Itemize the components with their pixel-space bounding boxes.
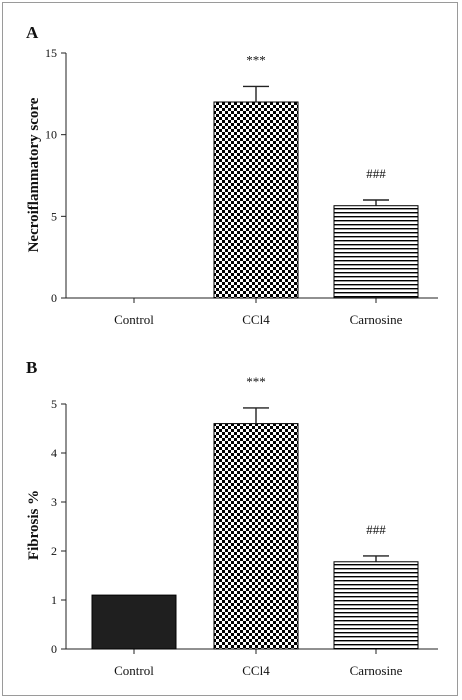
panel-b-bar-carnosine	[333, 561, 419, 650]
panel-a-plot: 0 5 10 15 Control CCl4 *** Carnosine ###	[45, 46, 438, 327]
panel-b-significance-label: ###	[366, 522, 386, 537]
panel-b-y-tick-label: 5	[51, 397, 57, 411]
panel-a-y-tick-label: 5	[51, 209, 57, 223]
panel-b-x-tick-label: CCl4	[242, 663, 270, 678]
panel-b-plot: 0 1 2 3 4 5 Control CCl4 *** Carnosine ###	[51, 374, 438, 678]
panel-a-letter: A	[26, 23, 39, 42]
panel-b-y-tick-label: 4	[51, 446, 57, 460]
panel-a-significance-label: ###	[366, 166, 386, 181]
panel-b-y-tick-label: 0	[51, 642, 57, 656]
panel-a-x-tick-label: Carnosine	[350, 312, 403, 327]
panel-a-x-tick-label: Control	[114, 312, 154, 327]
panel-b-significance-label: ***	[246, 374, 266, 389]
panel-b-bar-ccl4	[213, 423, 299, 650]
panel-a-y-axis-label: Necroiflammatory score	[26, 97, 42, 252]
panel-a-y-tick-label: 15	[45, 46, 57, 60]
panel-a: A Necroiflammatory score 0 5 10 15 Control CC…	[26, 23, 438, 327]
panel-b-bar-control	[91, 594, 177, 650]
panel-a-y-tick-label: 10	[45, 128, 57, 142]
panel-b-y-tick-label: 2	[51, 544, 57, 558]
panel-a-bar-ccl4	[213, 101, 299, 299]
panel-b-letter: B	[26, 358, 37, 377]
panel-a-bar-carnosine	[333, 205, 419, 299]
panel-b: B Fibrosis % 0 1 2 3 4 5 Control CCl4 *** Carnosi…	[26, 358, 438, 678]
panel-b-y-tick-label: 3	[51, 495, 57, 509]
panel-a-x-tick-label: CCl4	[242, 312, 270, 327]
panel-a-y-tick-label: 0	[51, 291, 57, 305]
figure-frame	[2, 2, 458, 696]
panel-b-y-tick-label: 1	[51, 593, 57, 607]
panel-b-y-axis-label: Fibrosis %	[26, 490, 42, 560]
panel-b-x-tick-label: Control	[114, 663, 154, 678]
panel-a-significance-label: ***	[246, 52, 266, 67]
panel-b-x-tick-label: Carnosine	[350, 663, 403, 678]
